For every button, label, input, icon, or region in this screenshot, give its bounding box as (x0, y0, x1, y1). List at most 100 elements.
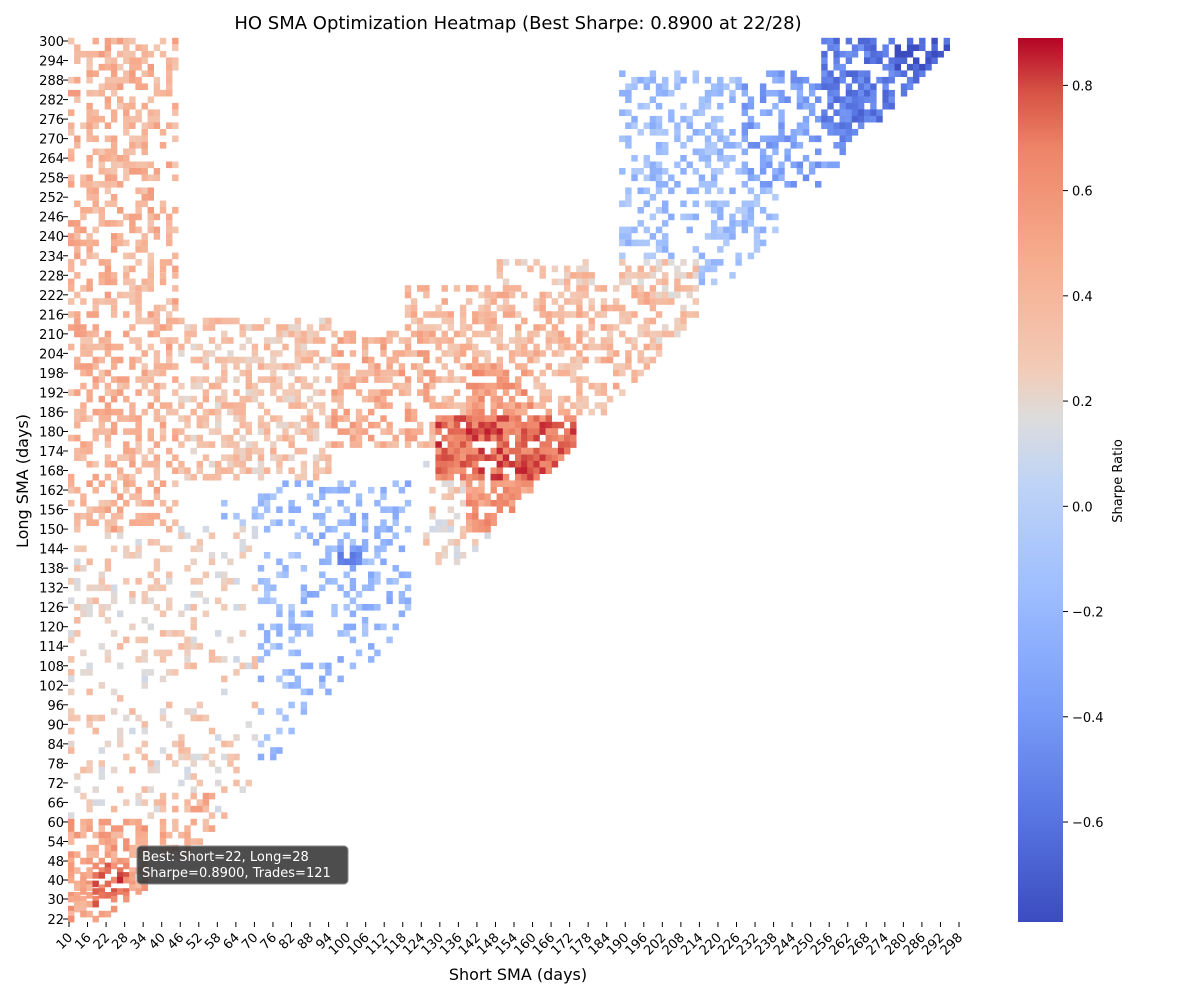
heatmap-cell (668, 259, 675, 266)
heatmap-cell (753, 142, 761, 149)
heatmap-cell (331, 610, 338, 618)
heatmap-cell (478, 447, 485, 455)
heatmap-cell (190, 773, 197, 780)
heatmap-cell (508, 382, 516, 390)
heatmap-cell (68, 747, 75, 754)
heatmap-cell (637, 298, 644, 305)
heatmap-cell (104, 499, 112, 507)
heatmap-cell (655, 102, 663, 110)
heatmap-cell (637, 272, 644, 279)
heatmap-cell (686, 272, 693, 279)
heatmap-cell (117, 102, 124, 110)
heatmap-cell (270, 623, 277, 631)
heatmap-cell (172, 317, 179, 325)
heatmap-cell (276, 727, 283, 735)
heatmap-cell (172, 304, 179, 312)
heatmap-cell (337, 415, 344, 422)
heatmap-cell (717, 89, 724, 97)
heatmap-cell (263, 578, 271, 585)
heatmap-cell (202, 799, 210, 806)
heatmap-cell (649, 115, 657, 123)
heatmap-cell (466, 519, 473, 527)
heatmap-cell (68, 740, 75, 748)
heatmap-cell (104, 441, 112, 448)
heatmap-cell (110, 408, 118, 416)
heatmap-cell (141, 682, 148, 689)
heatmap-cell (110, 376, 118, 383)
heatmap-cell (221, 402, 228, 409)
heatmap-cell (631, 76, 638, 84)
heatmap-cell (178, 831, 185, 839)
heatmap-cell (410, 304, 418, 312)
heatmap-cell (619, 369, 626, 377)
heatmap-cell (649, 330, 657, 338)
heatmap-cell (343, 408, 350, 416)
heatmap-cell (551, 265, 559, 273)
heatmap-cell (270, 441, 277, 448)
heatmap-cell (245, 356, 253, 364)
heatmap-cell (404, 402, 412, 409)
heatmap-cell (478, 499, 485, 507)
heatmap-cell (117, 356, 124, 364)
heatmap-cell (74, 252, 81, 260)
heatmap-cell (619, 363, 626, 370)
heatmap-cell (827, 102, 834, 110)
heatmap-cell (251, 343, 259, 351)
heatmap-cell (135, 343, 142, 351)
heatmap-cell (619, 252, 626, 260)
heatmap-cell (245, 428, 253, 435)
heatmap-cell (300, 382, 308, 390)
heatmap-cell (288, 682, 295, 689)
heatmap-cell (86, 161, 93, 169)
heatmap-cell (435, 447, 442, 455)
heatmap-cell (723, 239, 730, 247)
heatmap-cell (484, 421, 491, 429)
heatmap-cell (110, 525, 118, 533)
heatmap-cell (123, 291, 130, 299)
heatmap-cell (306, 330, 314, 338)
heatmap-cell (496, 259, 504, 266)
heatmap-cell (208, 350, 216, 357)
heatmap-cell (472, 428, 479, 435)
heatmap-cell (104, 525, 112, 533)
heatmap-cell (159, 129, 167, 136)
heatmap-cell (753, 200, 761, 208)
heatmap-cell (153, 317, 161, 325)
heatmap-cell (845, 37, 853, 45)
heatmap-cell (184, 747, 191, 754)
heatmap-cell (533, 356, 540, 364)
heatmap-cell (643, 343, 651, 351)
heatmap-cell (86, 884, 93, 892)
heatmap-cell (539, 324, 546, 331)
heatmap-cell (86, 233, 93, 240)
heatmap-cell (92, 460, 99, 468)
heatmap-cell (276, 330, 283, 338)
heatmap-cell (190, 818, 197, 826)
heatmap-cell (190, 447, 197, 455)
heatmap-cell (557, 343, 565, 351)
heatmap-cell (374, 532, 381, 540)
heatmap-cell (545, 408, 553, 416)
heatmap-cell (545, 317, 553, 325)
heatmap-cell (190, 382, 197, 390)
heatmap-cell (110, 892, 118, 899)
heatmap-cell (276, 708, 283, 715)
heatmap-cell (564, 428, 571, 435)
heatmap-cell (539, 454, 546, 462)
heatmap-cell (576, 291, 583, 299)
heatmap-cell (306, 382, 314, 390)
heatmap-cell (215, 317, 222, 325)
heatmap-cell (135, 539, 142, 546)
heatmap-cell (625, 109, 632, 117)
heatmap-cell (221, 369, 228, 377)
heatmap-cell (166, 649, 173, 657)
heatmap-cell (288, 434, 295, 442)
heatmap-cell (257, 376, 265, 383)
heatmap-cell (239, 604, 246, 611)
heatmap-cell (172, 363, 179, 370)
heatmap-cell (129, 63, 136, 71)
heatmap-cell (515, 324, 522, 331)
heatmap-cell (821, 115, 828, 123)
heatmap-cell (325, 558, 332, 566)
heatmap-cell (98, 892, 106, 899)
